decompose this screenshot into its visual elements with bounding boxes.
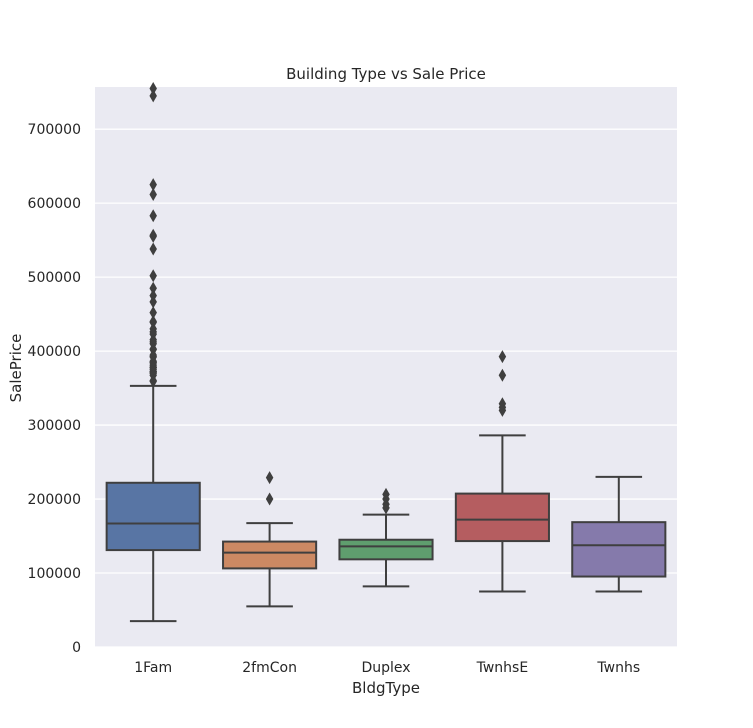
y-tick-labels: 0 100000 200000 300000 400000 500000 600000 700… xyxy=(28,122,81,656)
box-1fam xyxy=(105,81,201,623)
outlier-point xyxy=(149,306,157,320)
outlier-point xyxy=(149,89,157,103)
y-tick-label: 200000 xyxy=(28,492,81,508)
outlier-point xyxy=(149,209,157,223)
outlier-point xyxy=(149,295,157,309)
outlier-point xyxy=(498,368,507,382)
iqr-box xyxy=(454,492,550,543)
y-tick-label: 400000 xyxy=(28,344,81,360)
y-tick-label: 600000 xyxy=(28,196,81,212)
x-tick-label: Twnhs xyxy=(596,660,640,676)
x-axis-label: BldgType xyxy=(352,679,420,697)
iqr-box xyxy=(105,481,201,552)
outlier-point xyxy=(265,492,274,506)
y-tick-label: 0 xyxy=(72,640,81,656)
outlier-point xyxy=(149,281,157,295)
outlier-point xyxy=(498,403,507,417)
y-axis-label: SalePrice xyxy=(7,334,25,403)
iqr-box xyxy=(338,538,434,561)
x-tick-label: 2fmCon xyxy=(242,660,297,676)
x-tick-label: Duplex xyxy=(361,660,410,676)
outlier-point xyxy=(149,374,157,388)
outlier-point xyxy=(149,229,157,243)
chart-title: Building Type vs Sale Price xyxy=(286,65,486,83)
box-2fmcon xyxy=(222,471,318,608)
x-tick-label: TwnhsE xyxy=(476,660,529,676)
box-twnhs xyxy=(571,475,667,593)
outlier-point xyxy=(382,501,390,515)
x-tick-labels: 1Fam 2fmCon Duplex TwnhsE Twnhs xyxy=(134,660,640,676)
iqr-box xyxy=(222,540,318,570)
box-duplex xyxy=(338,487,434,588)
outlier-point xyxy=(265,471,274,485)
outlier-point xyxy=(149,242,157,256)
y-tick-label: 500000 xyxy=(28,270,81,286)
outlier-point xyxy=(149,269,157,283)
outlier-point xyxy=(149,178,157,192)
y-tick-label: 300000 xyxy=(28,418,81,434)
y-tick-label: 100000 xyxy=(28,566,81,582)
outlier-point xyxy=(498,350,507,364)
box-twnhse xyxy=(454,350,550,593)
x-tick-label: 1Fam xyxy=(134,660,172,676)
y-tick-label: 700000 xyxy=(28,122,81,138)
outlier-point xyxy=(149,188,157,202)
iqr-box xyxy=(571,521,667,578)
outlier-point xyxy=(149,81,157,95)
boxes xyxy=(105,81,667,623)
